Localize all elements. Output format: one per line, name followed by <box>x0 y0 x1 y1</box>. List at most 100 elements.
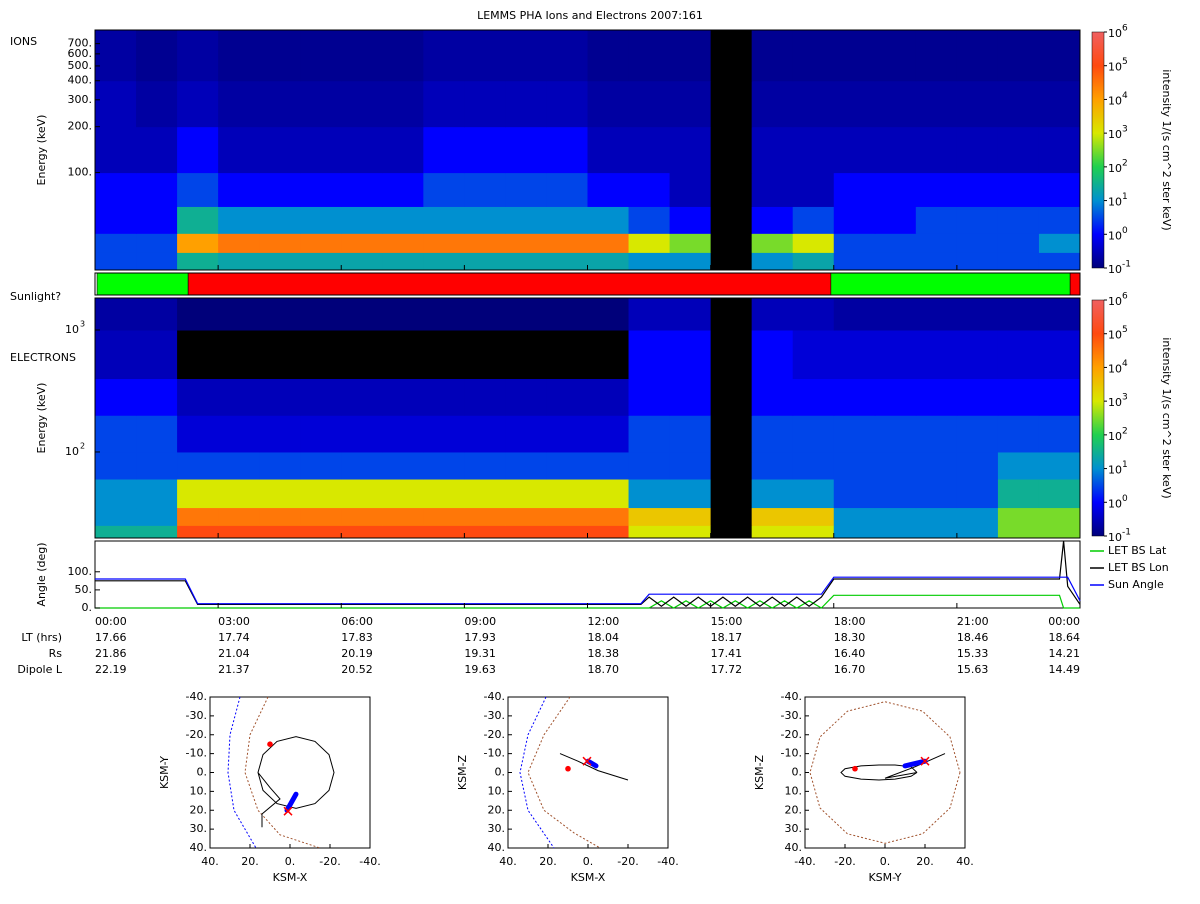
heat-cell <box>874 378 917 416</box>
heat-cell <box>341 252 383 271</box>
x-axis-label: KSM-X <box>571 871 606 884</box>
heat-cell <box>710 507 753 526</box>
heat-cell <box>751 507 794 526</box>
heat-cell <box>956 507 999 526</box>
heat-cell <box>710 378 753 416</box>
heat-cell <box>382 525 424 539</box>
heat-cell <box>505 30 547 82</box>
heat-cell <box>464 298 506 331</box>
heat-cell <box>546 233 588 253</box>
y-tick-label: 0. <box>197 766 208 779</box>
heat-cell <box>587 252 630 271</box>
heat-cell <box>915 252 958 271</box>
heat-cell <box>915 80 958 128</box>
heat-cell <box>218 451 260 480</box>
ephemeris-value: 19.31 <box>464 647 496 660</box>
heat-cell <box>95 330 137 380</box>
heat-cell <box>95 206 137 234</box>
ephemeris-label: LT (hrs) <box>21 631 62 644</box>
heat-cell <box>587 378 630 416</box>
heat-cell <box>874 206 917 234</box>
x-tick-label: 0. <box>880 855 891 868</box>
x-axis-label: KSM-X <box>273 871 308 884</box>
heat-cell <box>833 451 876 480</box>
y-tick-label: -10. <box>484 747 505 760</box>
heat-cell <box>956 252 999 271</box>
heat-cell <box>341 525 383 539</box>
colorbar-tick-label: 10 <box>1108 329 1122 342</box>
heat-cell <box>546 80 588 128</box>
ephemeris-value: 17.74 <box>218 631 250 644</box>
heat-cell <box>874 80 917 128</box>
y-tick-label: 40. <box>190 841 208 854</box>
heat-cell <box>423 126 465 174</box>
colorbar-tick-exponent: 2 <box>1122 426 1128 436</box>
heat-cell <box>710 233 753 253</box>
colorbar-tick-exponent: -1 <box>1122 528 1131 538</box>
heat-cell <box>587 233 630 253</box>
heat-cell <box>1038 479 1081 509</box>
heat-cell <box>628 298 671 331</box>
ephemeris-label: Rs <box>49 647 63 660</box>
heat-cell <box>874 415 917 453</box>
heat-cell <box>218 479 260 509</box>
heat-cell <box>792 252 835 271</box>
ephemeris-value: 17.83 <box>341 631 373 644</box>
colorbar-label: intensity 1/(s cm^2 ster keV) <box>1160 337 1173 498</box>
heat-cell <box>505 298 547 331</box>
heat-cell <box>341 479 383 509</box>
heat-cell <box>956 30 999 82</box>
x-tick-label: 40. <box>201 855 219 868</box>
heat-cell <box>95 80 137 128</box>
heat-cell <box>300 172 342 207</box>
heat-cell <box>95 126 137 174</box>
colorbar-tick-label: 10 <box>1108 295 1122 308</box>
heat-cell <box>628 451 671 480</box>
heat-cell <box>587 298 630 331</box>
heat-cell <box>669 30 712 82</box>
colorbar-tick-exponent: 6 <box>1122 24 1128 34</box>
heat-cell <box>423 415 465 453</box>
heat-cell <box>710 172 753 207</box>
heat-cell <box>751 233 794 253</box>
heat-cell <box>587 451 630 480</box>
heat-cell <box>792 525 835 539</box>
ephemeris-value: 19.63 <box>464 663 496 676</box>
colorbar-tick-exponent: 2 <box>1122 158 1128 168</box>
ephemeris-value: 18.46 <box>957 631 989 644</box>
heat-cell <box>669 415 712 453</box>
heat-cell <box>792 206 835 234</box>
heat-cell <box>136 415 178 453</box>
heat-cell <box>997 30 1040 82</box>
heat-cell <box>95 233 137 253</box>
heat-cell <box>587 479 630 509</box>
colorbar-tick-label: 10 <box>1108 94 1122 107</box>
ephemeris-value: 17.66 <box>95 631 127 644</box>
y-tick-label: -30. <box>186 709 207 722</box>
heat-cell <box>259 30 301 82</box>
heat-cell <box>136 252 178 271</box>
heat-cell <box>751 451 794 480</box>
heat-cell <box>792 378 835 416</box>
heat-cell <box>751 378 794 416</box>
heat-cell <box>259 525 301 539</box>
heat-cell <box>546 126 588 174</box>
y-tick-label: 400. <box>68 74 93 87</box>
ephemeris-value: 15.63 <box>957 663 989 676</box>
series-line <box>95 576 1081 605</box>
heat-cell <box>1038 80 1081 128</box>
heat-cell <box>177 507 219 526</box>
heat-cell <box>341 415 383 453</box>
heat-cell <box>751 206 794 234</box>
heat-cell <box>341 80 383 128</box>
colorbar-tick-label: 10 <box>1108 162 1122 175</box>
colorbar-tick-exponent: 5 <box>1122 57 1128 67</box>
heat-cell <box>546 172 588 207</box>
heat-cell <box>751 172 794 207</box>
colorbar-tick-exponent: 0 <box>1122 226 1128 236</box>
sunlight-segment <box>187 272 832 296</box>
heat-cell <box>300 507 342 526</box>
heat-cell <box>1038 330 1081 380</box>
heat-cell <box>177 298 219 331</box>
heat-cell <box>874 233 917 253</box>
